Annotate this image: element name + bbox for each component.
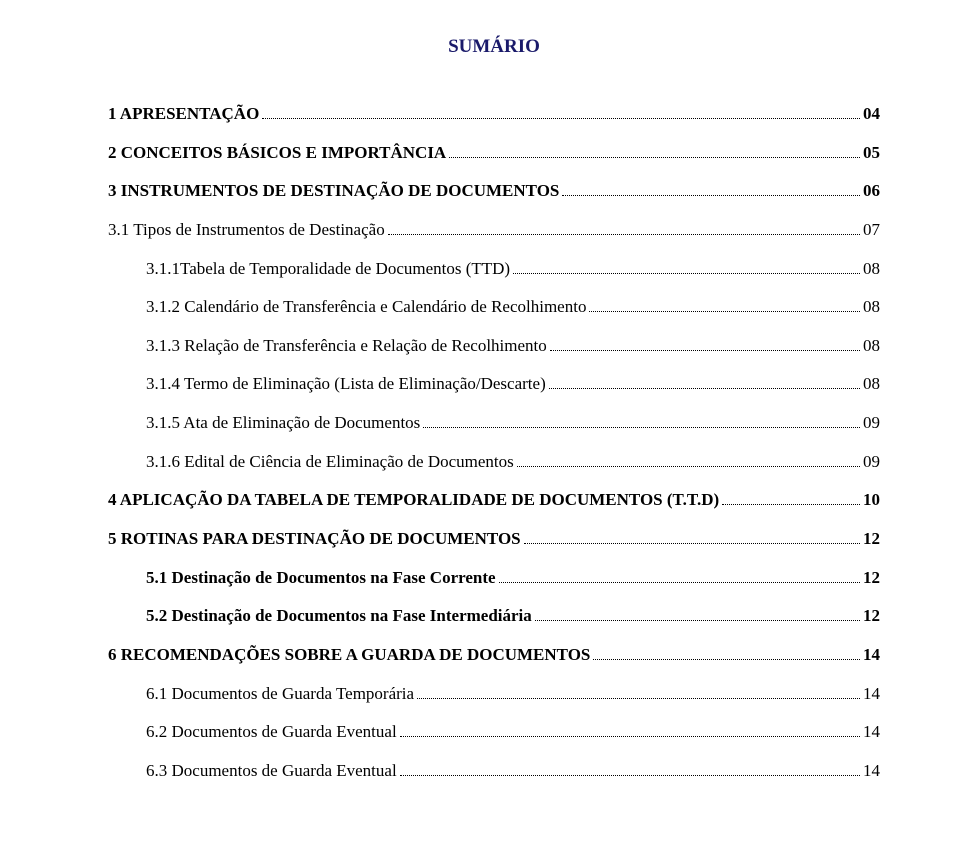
toc-entry: 5 ROTINAS PARA DESTINAÇÃO DE DOCUMENTOS 1… xyxy=(108,527,880,552)
toc-entry-label: 2 CONCEITOS BÁSICOS E IMPORTÂNCIA xyxy=(108,141,446,166)
toc-leader-dots xyxy=(499,566,860,582)
toc-leader-dots xyxy=(400,721,860,737)
toc-entry-label: 3.1.2 Calendário de Transferência e Cale… xyxy=(146,295,586,320)
toc-entry-page: 12 xyxy=(863,527,880,552)
toc-entry-label: 3.1 Tipos de Instrumentos de Destinação xyxy=(108,218,385,243)
toc-entry-label: 3.1.1Tabela de Temporalidade de Document… xyxy=(146,257,510,282)
toc-entry-page: 07 xyxy=(863,218,880,243)
toc-entry-label: 1 APRESENTAÇÃO xyxy=(108,102,259,127)
toc-entry-page: 14 xyxy=(863,643,880,668)
toc-gap xyxy=(108,358,880,372)
toc-entry: 6.3 Documentos de Guarda Eventual 14 xyxy=(108,759,880,784)
toc-entry-label: 3.1.3 Relação de Transferência e Relação… xyxy=(146,334,547,359)
toc-entry-page: 05 xyxy=(863,141,880,166)
toc-gap xyxy=(108,243,880,257)
toc-entry-label: 5.1 Destinação de Documentos na Fase Cor… xyxy=(146,566,496,591)
toc-entry-label: 6 RECOMENDAÇÕES SOBRE A GUARDA DE DOCUME… xyxy=(108,643,590,668)
toc-entry: 3.1.5 Ata de Eliminação de Documentos 09 xyxy=(108,411,880,436)
toc-leader-dots xyxy=(550,335,860,351)
toc-gap xyxy=(108,204,880,218)
toc-gap xyxy=(108,436,880,450)
toc-entry-page: 14 xyxy=(863,682,880,707)
toc-entry: 5.1 Destinação de Documentos na Fase Cor… xyxy=(108,566,880,591)
toc-entry-page: 08 xyxy=(863,334,880,359)
toc-entry-page: 12 xyxy=(863,604,880,629)
toc-leader-dots xyxy=(562,180,860,196)
toc-leader-dots xyxy=(388,219,860,235)
toc-entry: 3.1.2 Calendário de Transferência e Cale… xyxy=(108,295,880,320)
page-container: SUMÁRIO 1 APRESENTAÇÃO 04 2 CONCEITOS BÁSI… xyxy=(0,0,960,850)
toc-gap xyxy=(108,706,880,720)
toc-leader-dots xyxy=(549,373,860,389)
toc-entry-page: 12 xyxy=(863,566,880,591)
page-title: SUMÁRIO xyxy=(108,36,880,58)
toc-leader-dots xyxy=(722,489,860,505)
toc-entry: 3 INSTRUMENTOS DE DESTINAÇÃO DE DOCUMENT… xyxy=(108,179,880,204)
toc-gap xyxy=(108,474,880,488)
toc-entry: 3.1.1Tabela de Temporalidade de Document… xyxy=(108,257,880,282)
toc-entry-label: 6.2 Documentos de Guarda Eventual xyxy=(146,720,397,745)
toc-entry-label: 3.1.4 Termo de Eliminação (Lista de Elim… xyxy=(146,372,546,397)
toc-gap xyxy=(108,281,880,295)
toc-entry: 6.2 Documentos de Guarda Eventual 14 xyxy=(108,720,880,745)
toc-gap xyxy=(108,745,880,759)
toc-entry-page: 10 xyxy=(863,488,880,513)
toc-entry-page: 14 xyxy=(863,759,880,784)
toc-entry: 3.1.3 Relação de Transferência e Relação… xyxy=(108,334,880,359)
toc-gap xyxy=(108,590,880,604)
toc-gap xyxy=(108,513,880,527)
toc-leader-dots xyxy=(535,605,860,621)
toc-entry: 1 APRESENTAÇÃO 04 xyxy=(108,102,880,127)
toc-entry-label: 3.1.6 Edital de Ciência de Eliminação de… xyxy=(146,450,514,475)
toc-entry: 3.1 Tipos de Instrumentos de Destinação 0… xyxy=(108,218,880,243)
toc-entry-label: 3 INSTRUMENTOS DE DESTINAÇÃO DE DOCUMENT… xyxy=(108,179,559,204)
toc-entry: 2 CONCEITOS BÁSICOS E IMPORTÂNCIA 05 xyxy=(108,141,880,166)
toc-entry-label: 4 APLICAÇÃO DA TABELA DE TEMPORALIDADE D… xyxy=(108,488,719,513)
toc-gap xyxy=(108,668,880,682)
toc-entry-label: 6.1 Documentos de Guarda Temporária xyxy=(146,682,414,707)
toc-entry-page: 06 xyxy=(863,179,880,204)
toc-leader-dots xyxy=(593,644,860,660)
toc-entry: 5.2 Destinação de Documentos na Fase Int… xyxy=(108,604,880,629)
toc-gap xyxy=(108,127,880,141)
toc-entry-label: 5 ROTINAS PARA DESTINAÇÃO DE DOCUMENTOS xyxy=(108,527,521,552)
toc-leader-dots xyxy=(417,682,860,698)
toc-gap xyxy=(108,165,880,179)
table-of-contents: 1 APRESENTAÇÃO 04 2 CONCEITOS BÁSICOS E IM… xyxy=(108,102,880,784)
toc-gap xyxy=(108,397,880,411)
toc-entry-page: 09 xyxy=(863,450,880,475)
toc-entry-page: 04 xyxy=(863,102,880,127)
toc-gap xyxy=(108,629,880,643)
toc-gap xyxy=(108,320,880,334)
toc-entry: 6.1 Documentos de Guarda Temporária 14 xyxy=(108,682,880,707)
toc-leader-dots xyxy=(262,103,860,119)
toc-entry-page: 09 xyxy=(863,411,880,436)
toc-gap xyxy=(108,552,880,566)
toc-entry-page: 14 xyxy=(863,720,880,745)
toc-entry-label: 3.1.5 Ata de Eliminação de Documentos xyxy=(146,411,420,436)
toc-entry: 3.1.6 Edital de Ciência de Eliminação de… xyxy=(108,450,880,475)
toc-leader-dots xyxy=(524,528,860,544)
toc-entry: 6 RECOMENDAÇÕES SOBRE A GUARDA DE DOCUME… xyxy=(108,643,880,668)
toc-leader-dots xyxy=(423,412,860,428)
toc-entry-page: 08 xyxy=(863,257,880,282)
toc-leader-dots xyxy=(513,257,860,273)
toc-leader-dots xyxy=(449,141,860,157)
toc-entry-label: 5.2 Destinação de Documentos na Fase Int… xyxy=(146,604,532,629)
toc-leader-dots xyxy=(517,450,860,466)
toc-entry-page: 08 xyxy=(863,372,880,397)
toc-leader-dots xyxy=(589,296,860,312)
toc-entry: 4 APLICAÇÃO DA TABELA DE TEMPORALIDADE D… xyxy=(108,488,880,513)
toc-leader-dots xyxy=(400,760,860,776)
toc-entry: 3.1.4 Termo de Eliminação (Lista de Elim… xyxy=(108,372,880,397)
toc-entry-page: 08 xyxy=(863,295,880,320)
toc-entry-label: 6.3 Documentos de Guarda Eventual xyxy=(146,759,397,784)
